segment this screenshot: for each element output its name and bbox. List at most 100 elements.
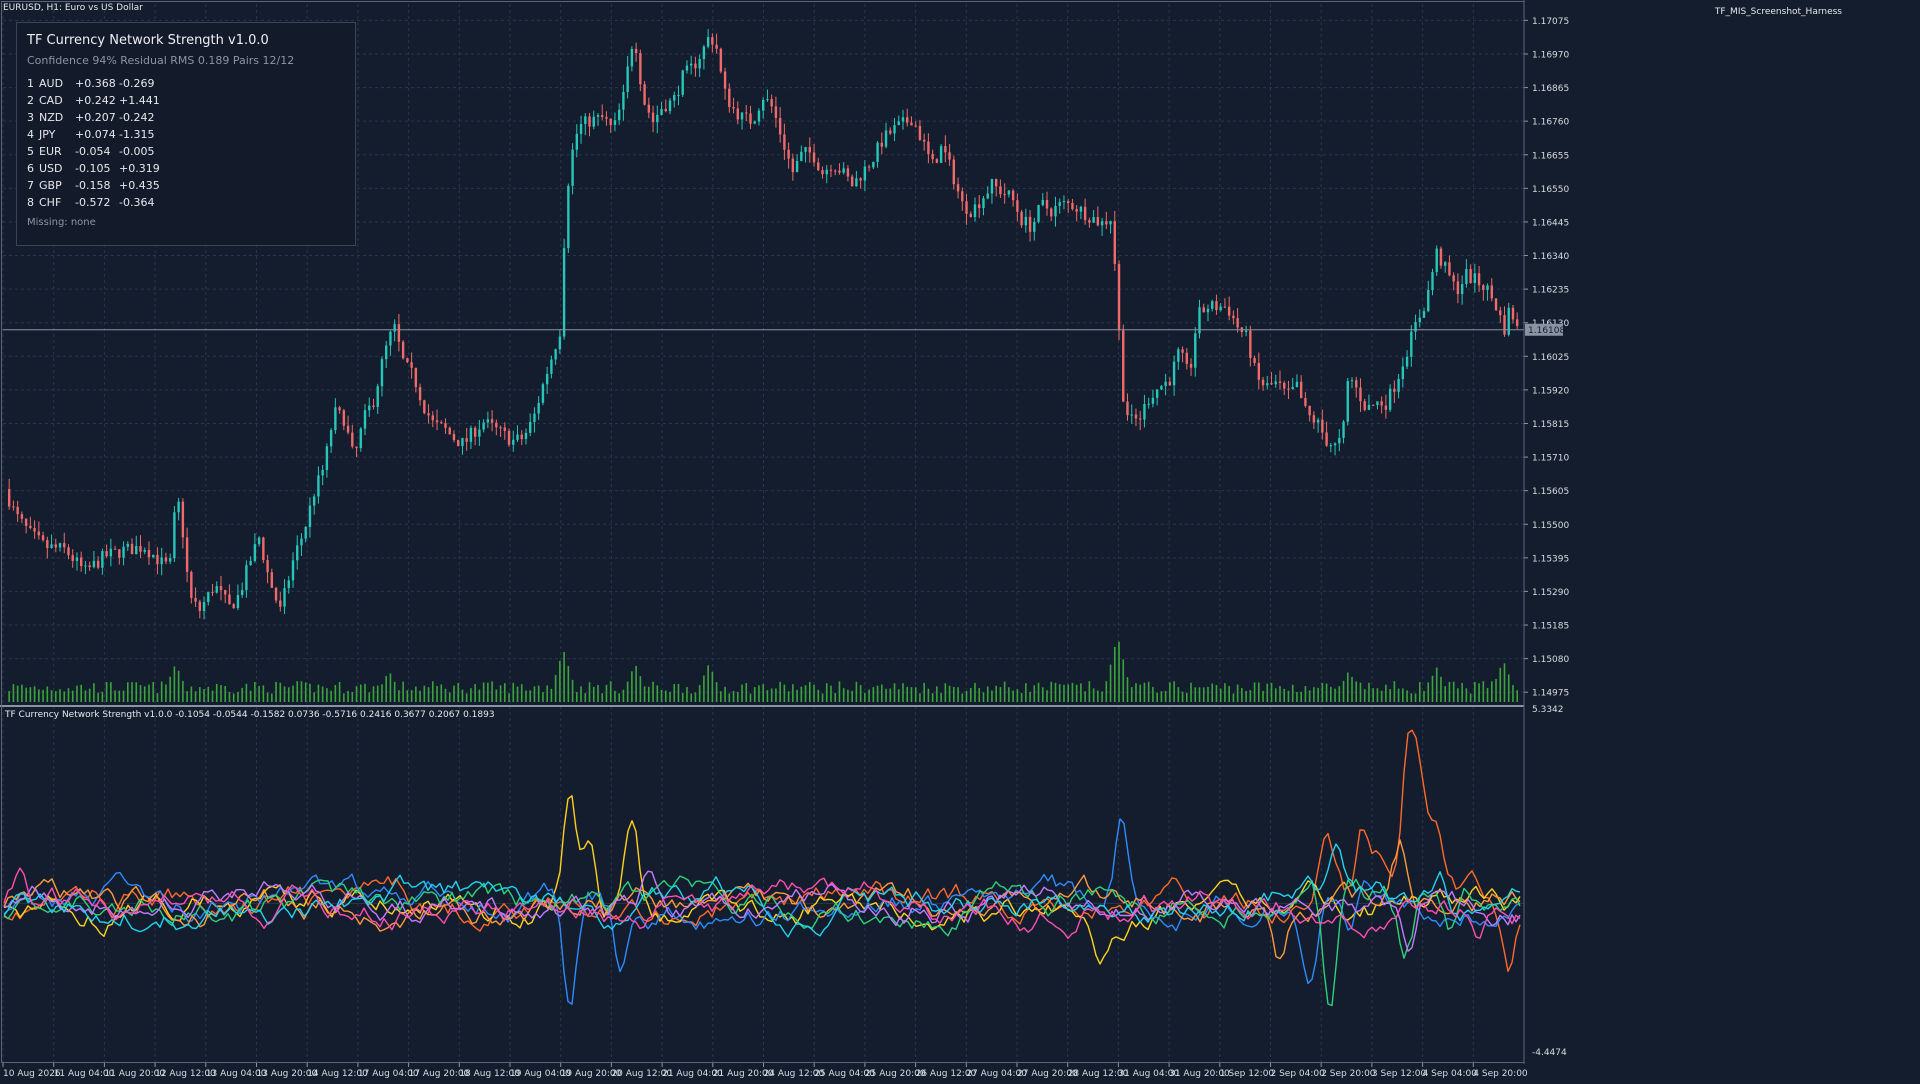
candle-body: [1452, 275, 1455, 282]
volume-bar: [1512, 685, 1514, 702]
volume-bar: [978, 688, 981, 702]
volume-bar: [914, 687, 917, 702]
candle-body: [219, 586, 223, 591]
candle-body: [423, 400, 426, 414]
candle-body: [194, 597, 197, 602]
candle-body: [1405, 356, 1409, 367]
candle-body: [1448, 262, 1451, 276]
volume-bar: [1109, 664, 1112, 702]
volume-bar: [1376, 688, 1379, 702]
volume-bar: [406, 690, 409, 702]
candle-body: [1096, 217, 1100, 226]
indicator-title: TF Currency Network Strength v1.0.0 -0.1…: [5, 710, 495, 720]
volume-bar: [38, 689, 40, 702]
candle-body: [287, 580, 290, 589]
volume-bar: [118, 690, 121, 702]
candle-body: [444, 423, 447, 428]
volume-bar: [597, 684, 599, 702]
volume-bar: [1330, 686, 1332, 702]
volume-bar: [936, 686, 938, 702]
volume-bar: [461, 689, 464, 702]
volume-bar: [1283, 688, 1286, 702]
candle-body: [389, 331, 392, 346]
volume-bar: [1440, 676, 1442, 702]
candle-body: [512, 439, 515, 445]
strength-row-b: +0.435: [119, 179, 160, 192]
volume-bar: [643, 686, 646, 702]
volume-bar: [16, 685, 19, 702]
volume-bar: [478, 689, 481, 702]
volume-bar: [1270, 683, 1273, 702]
time-tick-label: 21 Aug 20:00: [713, 1069, 774, 1079]
volume-bar: [474, 684, 476, 702]
candle-body: [571, 149, 574, 186]
candle-body: [1261, 379, 1265, 386]
volume-bar: [199, 687, 201, 702]
volume-bar: [1105, 681, 1108, 702]
volume-bar: [1080, 683, 1082, 702]
volume-bar: [427, 687, 430, 702]
candle-body: [181, 501, 185, 538]
candle-body: [88, 565, 91, 568]
volume-bar: [1380, 690, 1383, 702]
candle-body: [965, 201, 968, 214]
volume-bar: [1262, 690, 1264, 702]
candle-body: [1359, 387, 1362, 402]
volume-bar: [800, 686, 803, 702]
candle-body: [850, 176, 854, 187]
candle-body: [215, 586, 218, 593]
volume-bar: [1130, 687, 1133, 702]
volume-bar: [953, 686, 955, 702]
candle-body: [931, 153, 934, 160]
volume-bar: [1054, 682, 1057, 702]
price-tick-label: 1.15080: [1532, 655, 1569, 665]
volume-bar: [1224, 683, 1226, 702]
volume-bar: [855, 681, 858, 702]
candle-body: [185, 537, 189, 572]
candle-body: [1499, 310, 1502, 316]
volume-bar: [825, 683, 828, 702]
candle-body: [660, 108, 663, 115]
price-tick-label: 1.15500: [1532, 521, 1569, 531]
volume-bar: [1478, 683, 1480, 702]
candle-body: [1139, 418, 1142, 420]
time-tick-label: 28 Aug 12:00: [1068, 1069, 1129, 1079]
candle-body: [1473, 273, 1477, 283]
volume-bar: [969, 687, 972, 702]
volume-bar: [576, 692, 578, 702]
candle-body: [1516, 319, 1519, 326]
volume-bar: [542, 692, 544, 702]
volume-bar: [1228, 686, 1230, 702]
volume-bar: [618, 693, 620, 702]
candle-body: [918, 125, 922, 140]
candle-body: [427, 413, 430, 416]
volume-bar: [698, 685, 701, 702]
volume-bar: [779, 681, 781, 702]
candle-body: [1033, 221, 1036, 232]
volume-bar: [1173, 681, 1175, 702]
candle-body: [338, 407, 341, 411]
candle-body: [1202, 307, 1205, 313]
volume-bar: [910, 687, 913, 702]
candle-body: [92, 560, 96, 568]
volume-bar: [1313, 687, 1315, 702]
time-tick-label: 4 Sep 20:00: [1473, 1069, 1528, 1079]
candle-body: [626, 66, 629, 92]
candle-body: [1227, 306, 1231, 316]
candle-body: [1350, 380, 1354, 382]
candle-body: [736, 108, 739, 120]
volume-bar: [664, 690, 667, 702]
volume-bar: [614, 690, 616, 702]
strength-row-rank: 2: [27, 94, 34, 107]
volume-bar: [1236, 684, 1239, 702]
volume-bar: [372, 686, 375, 702]
volume-bar: [584, 693, 587, 702]
candle-body: [766, 99, 769, 101]
strength-lines: [3, 729, 1524, 1007]
volume-bar: [605, 684, 608, 702]
price-tick-label: 1.15815: [1532, 420, 1569, 430]
volume-bar: [982, 692, 985, 702]
volume-bar: [1266, 683, 1269, 702]
